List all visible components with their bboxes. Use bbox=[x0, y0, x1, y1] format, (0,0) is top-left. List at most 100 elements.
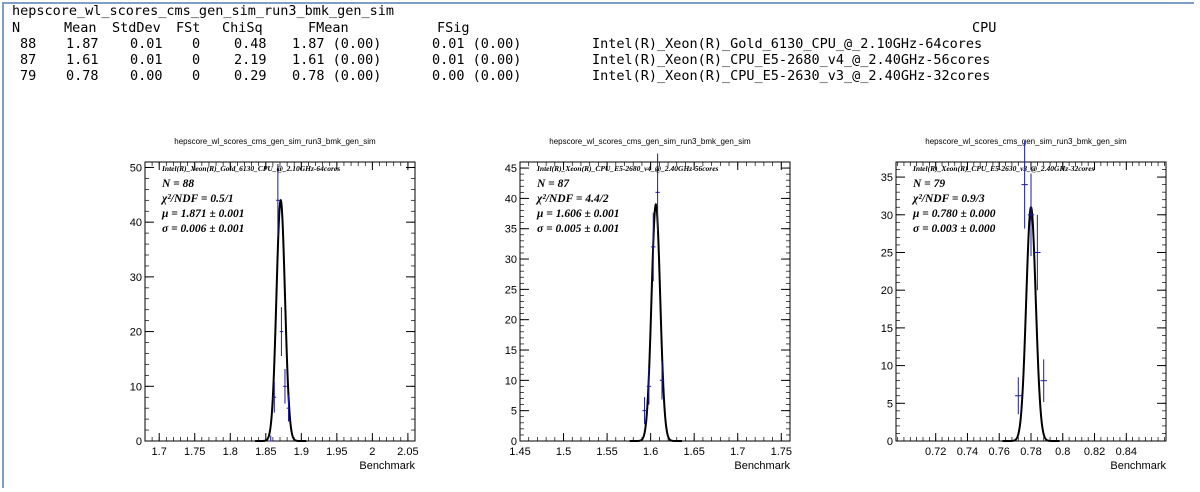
stats-cpu-label: Intel(R)_Xeon(R)_Gold_6130_CPU_@_2.10GHz… bbox=[161, 164, 340, 173]
x-tick-label: 1.85 bbox=[255, 446, 276, 458]
y-tick-label: 5 bbox=[887, 398, 893, 410]
stats-cpu-label: Intel(R)_Xeon(R)_CPU_E5-2630_v3_@_2.40GH… bbox=[912, 164, 1095, 173]
table-cell: 0 bbox=[192, 52, 201, 68]
table-cell: 87 bbox=[20, 52, 37, 68]
results-table: hepscore_wl_scores_cms_gen_sim_run3_bmk_… bbox=[12, 3, 1192, 93]
stats-n: N = 79 bbox=[912, 178, 945, 190]
table-header-fst: FSt bbox=[176, 20, 201, 36]
table-cell: 0 bbox=[192, 68, 201, 84]
table-cell: Intel(R)_Xeon(R)_Gold_6130_CPU_@_2.10GHz… bbox=[592, 36, 983, 52]
y-tick-label: 10 bbox=[881, 361, 893, 373]
x-tick-label: 1.65 bbox=[683, 446, 704, 458]
histogram-plot-1: hepscore_wl_scores_cms_gen_sim_run3_bmk_… bbox=[115, 128, 425, 478]
table-cell: 0.01 (0.00) bbox=[432, 52, 522, 68]
table-header-n: N bbox=[12, 20, 21, 36]
y-tick-label: 0 bbox=[887, 436, 893, 448]
x-tick-label: 0.84 bbox=[1116, 446, 1137, 458]
y-tick-label: 40 bbox=[130, 217, 142, 229]
gaussian-fit-curve bbox=[255, 198, 307, 442]
y-tick-label: 0 bbox=[136, 436, 142, 448]
histogram-plot-3: hepscore_wl_scores_cms_gen_sim_run3_bmk_… bbox=[866, 128, 1176, 478]
table-header-fsig: FSig bbox=[437, 20, 470, 36]
table-header-stddev: StdDev bbox=[112, 20, 161, 36]
stats-mean: μ = 1.606 ± 0.001 bbox=[536, 208, 620, 220]
table-cell: 0.00 (0.00) bbox=[432, 68, 522, 84]
x-tick-label: 1.95 bbox=[326, 446, 347, 458]
x-tick-label: 0.72 bbox=[925, 446, 946, 458]
x-axis-label: Benchmark bbox=[1110, 460, 1166, 472]
table-cell: 1.87 (0.00) bbox=[292, 36, 382, 52]
y-tick-label: 0 bbox=[511, 436, 517, 448]
x-tick-label: 1.45 bbox=[509, 446, 530, 458]
table-cell: 0.01 (0.00) bbox=[432, 36, 522, 52]
table-cell: 0.78 (0.00) bbox=[292, 68, 382, 84]
table-cell: 1.87 bbox=[66, 36, 99, 52]
x-tick-label: 1.5 bbox=[556, 446, 571, 458]
x-tick-label: 0.82 bbox=[1084, 446, 1105, 458]
x-tick-label: 1.7 bbox=[730, 446, 745, 458]
table-cell: 1.61 (0.00) bbox=[292, 52, 382, 68]
gaussian-fit-curve bbox=[629, 202, 682, 442]
histogram-plot-2: hepscore_wl_scores_cms_gen_sim_run3_bmk_… bbox=[490, 128, 800, 478]
x-tick-label: 0.74 bbox=[957, 446, 978, 458]
stats-n: N = 87 bbox=[536, 178, 570, 190]
x-tick-label: 2.05 bbox=[397, 446, 418, 458]
stats-chi2: χ²/NDF = 4.4/2 bbox=[535, 193, 609, 205]
table-cell: 0.29 bbox=[234, 68, 267, 84]
x-axis-label: Benchmark bbox=[359, 460, 415, 472]
table-cell: 79 bbox=[20, 68, 37, 84]
x-tick-label: 2 bbox=[369, 446, 375, 458]
stats-cpu-label: Intel(R)_Xeon(R)_CPU_E5-2680_v4_@_2.40GH… bbox=[536, 164, 719, 173]
stats-chi2: χ²/NDF = 0.5/1 bbox=[160, 193, 234, 205]
stats-sigma: σ = 0.006 ± 0.001 bbox=[162, 223, 244, 235]
table-cell: 88 bbox=[20, 36, 37, 52]
y-tick-label: 35 bbox=[881, 172, 893, 184]
histogram-svg-1: hepscore_wl_scores_cms_gen_sim_run3_bmk_… bbox=[130, 137, 419, 472]
table-cell: 0.01 bbox=[130, 52, 163, 68]
y-tick-label: 20 bbox=[130, 327, 142, 339]
x-tick-label: 1.7 bbox=[152, 446, 167, 458]
table-cell: Intel(R)_Xeon(R)_CPU_E5-2630_v3_@_2.40GH… bbox=[592, 68, 991, 84]
y-tick-label: 10 bbox=[505, 375, 517, 387]
y-tick-label: 30 bbox=[505, 254, 517, 266]
y-tick-label: 30 bbox=[130, 272, 142, 284]
table-title: hepscore_wl_scores_cms_gen_sim_run3_bmk_… bbox=[12, 3, 395, 19]
y-tick-label: 20 bbox=[505, 315, 517, 327]
table-cell: 0.78 bbox=[66, 68, 99, 84]
x-tick-label: 1.75 bbox=[771, 446, 792, 458]
y-tick-label: 15 bbox=[505, 345, 517, 357]
stats-mean: μ = 1.871 ± 0.001 bbox=[161, 208, 245, 220]
y-tick-label: 40 bbox=[505, 193, 517, 205]
y-tick-label: 15 bbox=[881, 323, 893, 335]
plot-title: hepscore_wl_scores_cms_gen_sim_run3_bmk_… bbox=[925, 137, 1127, 146]
stats-chi2: χ²/NDF = 0.9/3 bbox=[911, 193, 985, 205]
stats-n: N = 88 bbox=[161, 178, 194, 190]
x-tick-label: 0.76 bbox=[989, 446, 1010, 458]
stats-sigma: σ = 0.005 ± 0.001 bbox=[537, 223, 619, 235]
table-header-cpu: CPU bbox=[972, 20, 997, 36]
table-cell: Intel(R)_Xeon(R)_CPU_E5-2680_v4_@_2.40GH… bbox=[592, 52, 991, 68]
table-cell: 0.00 bbox=[130, 68, 163, 84]
y-tick-label: 30 bbox=[881, 210, 893, 222]
x-tick-label: 0.78 bbox=[1020, 446, 1041, 458]
table-cell: 2.19 bbox=[234, 52, 267, 68]
x-tick-label: 1.8 bbox=[223, 446, 238, 458]
table-header-chisq: ChiSq bbox=[222, 20, 263, 36]
x-tick-label: 0.8 bbox=[1055, 446, 1070, 458]
histogram-svg-3: hepscore_wl_scores_cms_gen_sim_run3_bmk_… bbox=[881, 137, 1167, 472]
y-tick-label: 20 bbox=[881, 285, 893, 297]
table-header-fmean: FMean bbox=[308, 20, 349, 36]
x-tick-label: 1.6 bbox=[643, 446, 658, 458]
y-tick-label: 50 bbox=[130, 162, 142, 174]
table-cell: 1.61 bbox=[66, 52, 99, 68]
y-tick-label: 5 bbox=[511, 406, 517, 418]
table-cell: 0.01 bbox=[130, 36, 163, 52]
x-tick-label: 1.55 bbox=[596, 446, 617, 458]
table-cell: 0.48 bbox=[234, 36, 267, 52]
x-tick-label: 1.9 bbox=[294, 446, 309, 458]
y-tick-label: 35 bbox=[505, 224, 517, 236]
x-axis-label: Benchmark bbox=[734, 460, 790, 472]
y-tick-label: 10 bbox=[130, 381, 142, 393]
table-header-mean: Mean bbox=[64, 20, 97, 36]
